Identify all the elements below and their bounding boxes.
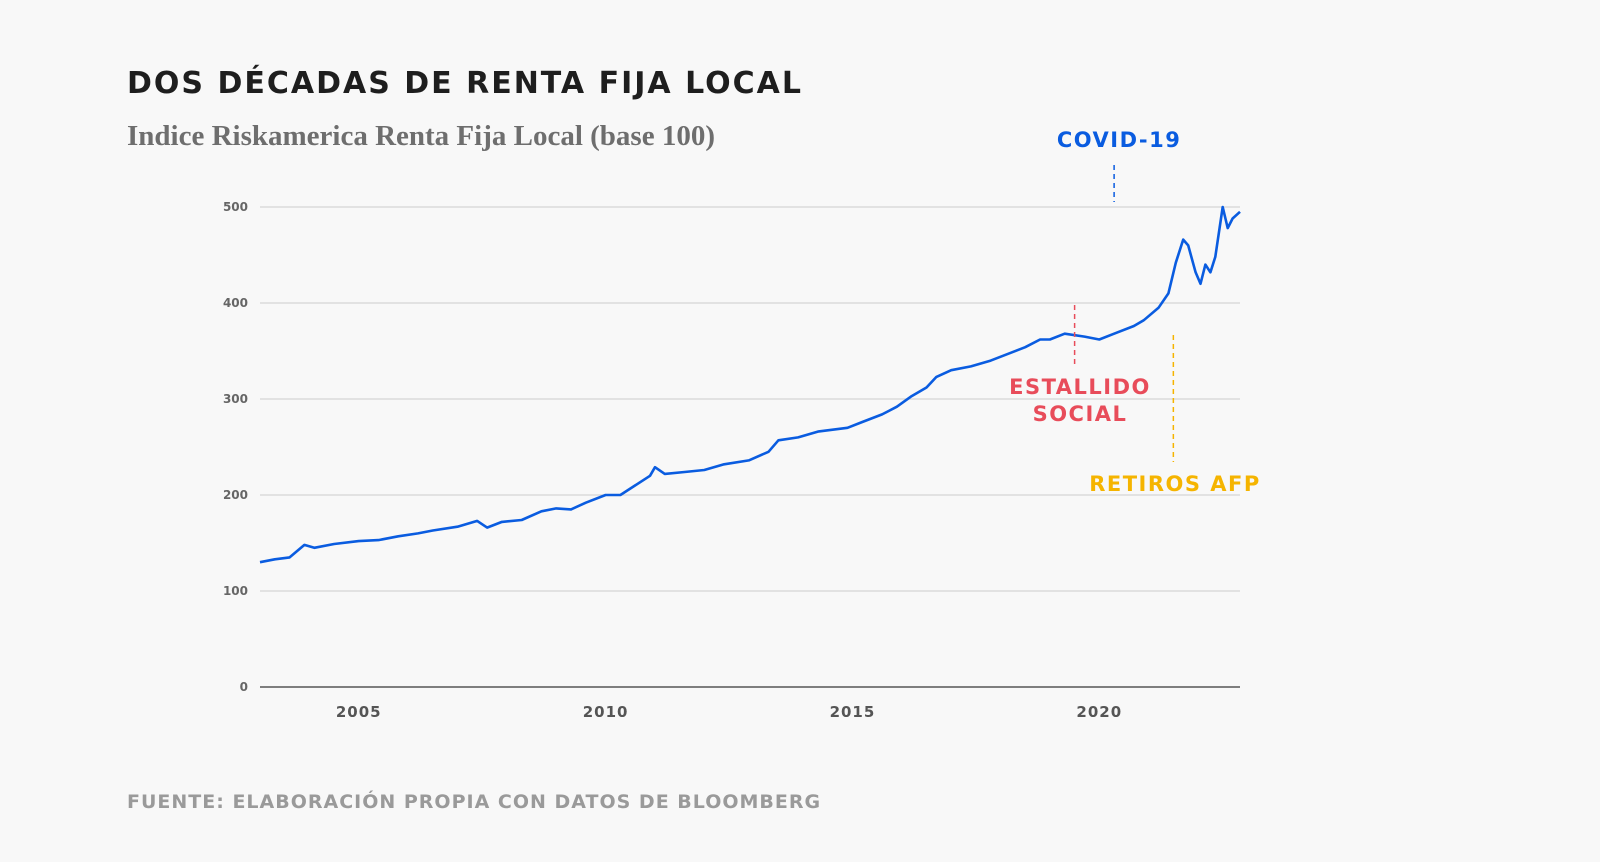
covid-label: COVID-19 bbox=[1057, 128, 1182, 152]
chart-title: DOS DÉCADAS DE RENTA FIJA LOCAL bbox=[127, 66, 803, 101]
x-tick-label: 2010 bbox=[583, 703, 629, 721]
y-tick-label: 400 bbox=[223, 296, 248, 310]
x-axis-ticks: 2005 2010 2015 2020 bbox=[336, 703, 1122, 721]
x-tick-label: 2005 bbox=[336, 703, 382, 721]
source-note: FUENTE: ELABORACIÓN PROPIA CON DATOS DE … bbox=[127, 791, 822, 813]
annotations: COVID-19 ESTALLIDO SOCIAL RETIROS AFP bbox=[1009, 128, 1261, 496]
chart-subtitle: Indice Riskamerica Renta Fija Local (bas… bbox=[127, 120, 715, 152]
estallido-label-line1: ESTALLIDO bbox=[1009, 375, 1151, 399]
gridlines bbox=[260, 206, 1240, 688]
x-tick-label: 2015 bbox=[830, 703, 876, 721]
estallido-label-line2: SOCIAL bbox=[1033, 402, 1128, 426]
retiros-label: RETIROS AFP bbox=[1089, 472, 1261, 496]
y-tick-label: 100 bbox=[223, 584, 248, 598]
y-tick-label: 300 bbox=[223, 392, 248, 406]
y-tick-label: 200 bbox=[223, 488, 248, 502]
y-tick-label: 500 bbox=[223, 200, 248, 214]
series-line bbox=[259, 205, 1241, 564]
series-group bbox=[259, 205, 1241, 564]
x-tick-label: 2020 bbox=[1076, 703, 1122, 721]
y-tick-label: 0 bbox=[240, 680, 248, 694]
y-axis-ticks: 0 100 200 300 400 500 bbox=[223, 200, 248, 694]
